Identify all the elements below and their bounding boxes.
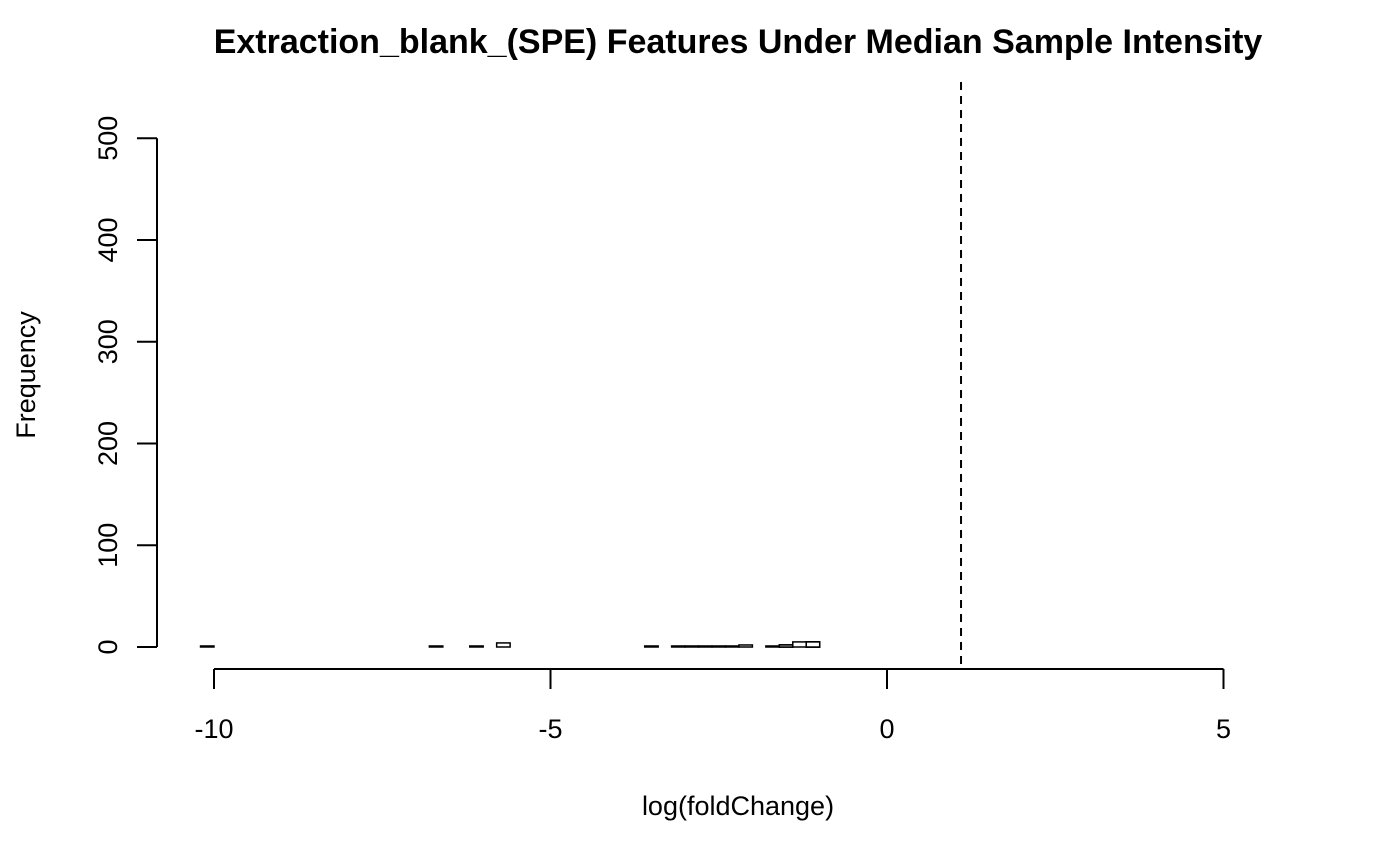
histogram-bar [670, 645, 686, 648]
y-tick-label: 0 [93, 639, 123, 654]
histogram-bar [684, 645, 700, 648]
x-tick-label: -10 [194, 714, 233, 744]
x-tick-label: 0 [879, 714, 894, 744]
histogram-bar [805, 641, 821, 648]
y-tick-label: 100 [93, 523, 123, 568]
histogram-bar [495, 642, 511, 648]
x-tick-label: 5 [1216, 714, 1231, 744]
histogram-bar [765, 645, 781, 648]
histogram-bar [711, 645, 727, 648]
histogram-bar [724, 645, 740, 648]
x-axis-label: log(foldChange) [642, 791, 834, 821]
histogram-bar [199, 645, 215, 648]
bars-group [199, 641, 821, 648]
y-tick-label: 300 [93, 319, 123, 364]
histogram-bar [697, 645, 713, 648]
histogram-bar [468, 645, 484, 648]
x-axis: -10 -5 0 5 [194, 668, 1231, 744]
x-tick-label: -5 [538, 714, 562, 744]
y-tick-label: 400 [93, 217, 123, 262]
histogram-bar [738, 644, 754, 648]
y-axis: 0 100 200 300 400 500 [93, 116, 158, 655]
y-tick-label: 500 [93, 116, 123, 161]
histogram-bar [428, 645, 444, 648]
y-axis-label: Frequency [11, 311, 41, 439]
y-tick-label: 200 [93, 421, 123, 466]
histogram-bar [778, 644, 794, 648]
chart-title: Extraction_blank_(SPE) Features Under Me… [214, 23, 1263, 61]
histogram-bar [643, 645, 659, 648]
histogram-bar [792, 641, 807, 648]
